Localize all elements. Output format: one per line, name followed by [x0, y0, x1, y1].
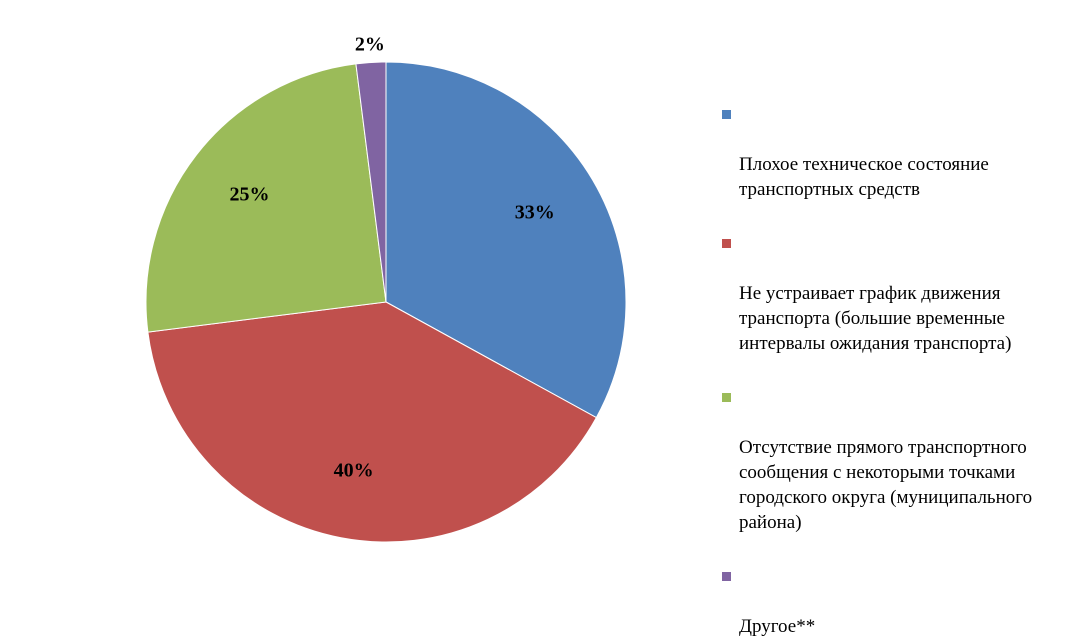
- legend-swatch: [722, 572, 731, 581]
- chart-legend: Плохое техническое состояние транспортны…: [722, 102, 1067, 639]
- legend-label: Плохое техническое состояние транспортны…: [739, 154, 989, 200]
- legend-item-no-direct-connection: Отсутствие прямого транспортного сообщен…: [722, 385, 1067, 535]
- data-label-schedule: 40%: [334, 459, 374, 481]
- legend-item-schedule: Не устраивает график движения транспорта…: [722, 231, 1067, 356]
- legend-swatch: [722, 393, 731, 402]
- pie-slice-other: [355, 61, 387, 303]
- legend-label: Другое**: [739, 616, 816, 637]
- pie-slice-no-direct-connection: [145, 63, 387, 333]
- legend-swatch: [722, 239, 731, 248]
- pie-slice-poor-vehicle-condition: [385, 61, 627, 419]
- pie-chart-svg: 33% 40% 25% 2%: [145, 33, 627, 543]
- pie-chart: 33% 40% 25% 2% Плохое техническое состояние…: [145, 33, 1032, 637]
- pie-data-labels: 33% 40% 25% 2%: [229, 33, 554, 481]
- pie-slice-schedule: [147, 301, 597, 543]
- legend-item-poor-vehicle-condition: Плохое техническое состояние транспортны…: [722, 102, 1067, 202]
- legend-label: Не устраивает график движения транспорта…: [739, 283, 1012, 354]
- legend-item-other: Другое**: [722, 564, 1067, 639]
- data-label-other: 2%: [355, 33, 385, 55]
- legend-label: Отсутствие прямого транспортного сообщен…: [739, 437, 1033, 533]
- pie-slices: [145, 61, 627, 543]
- data-label-no-direct-connection: 25%: [229, 184, 269, 206]
- data-label-poor-vehicle-condition: 33%: [515, 202, 555, 224]
- legend-swatch: [722, 110, 731, 119]
